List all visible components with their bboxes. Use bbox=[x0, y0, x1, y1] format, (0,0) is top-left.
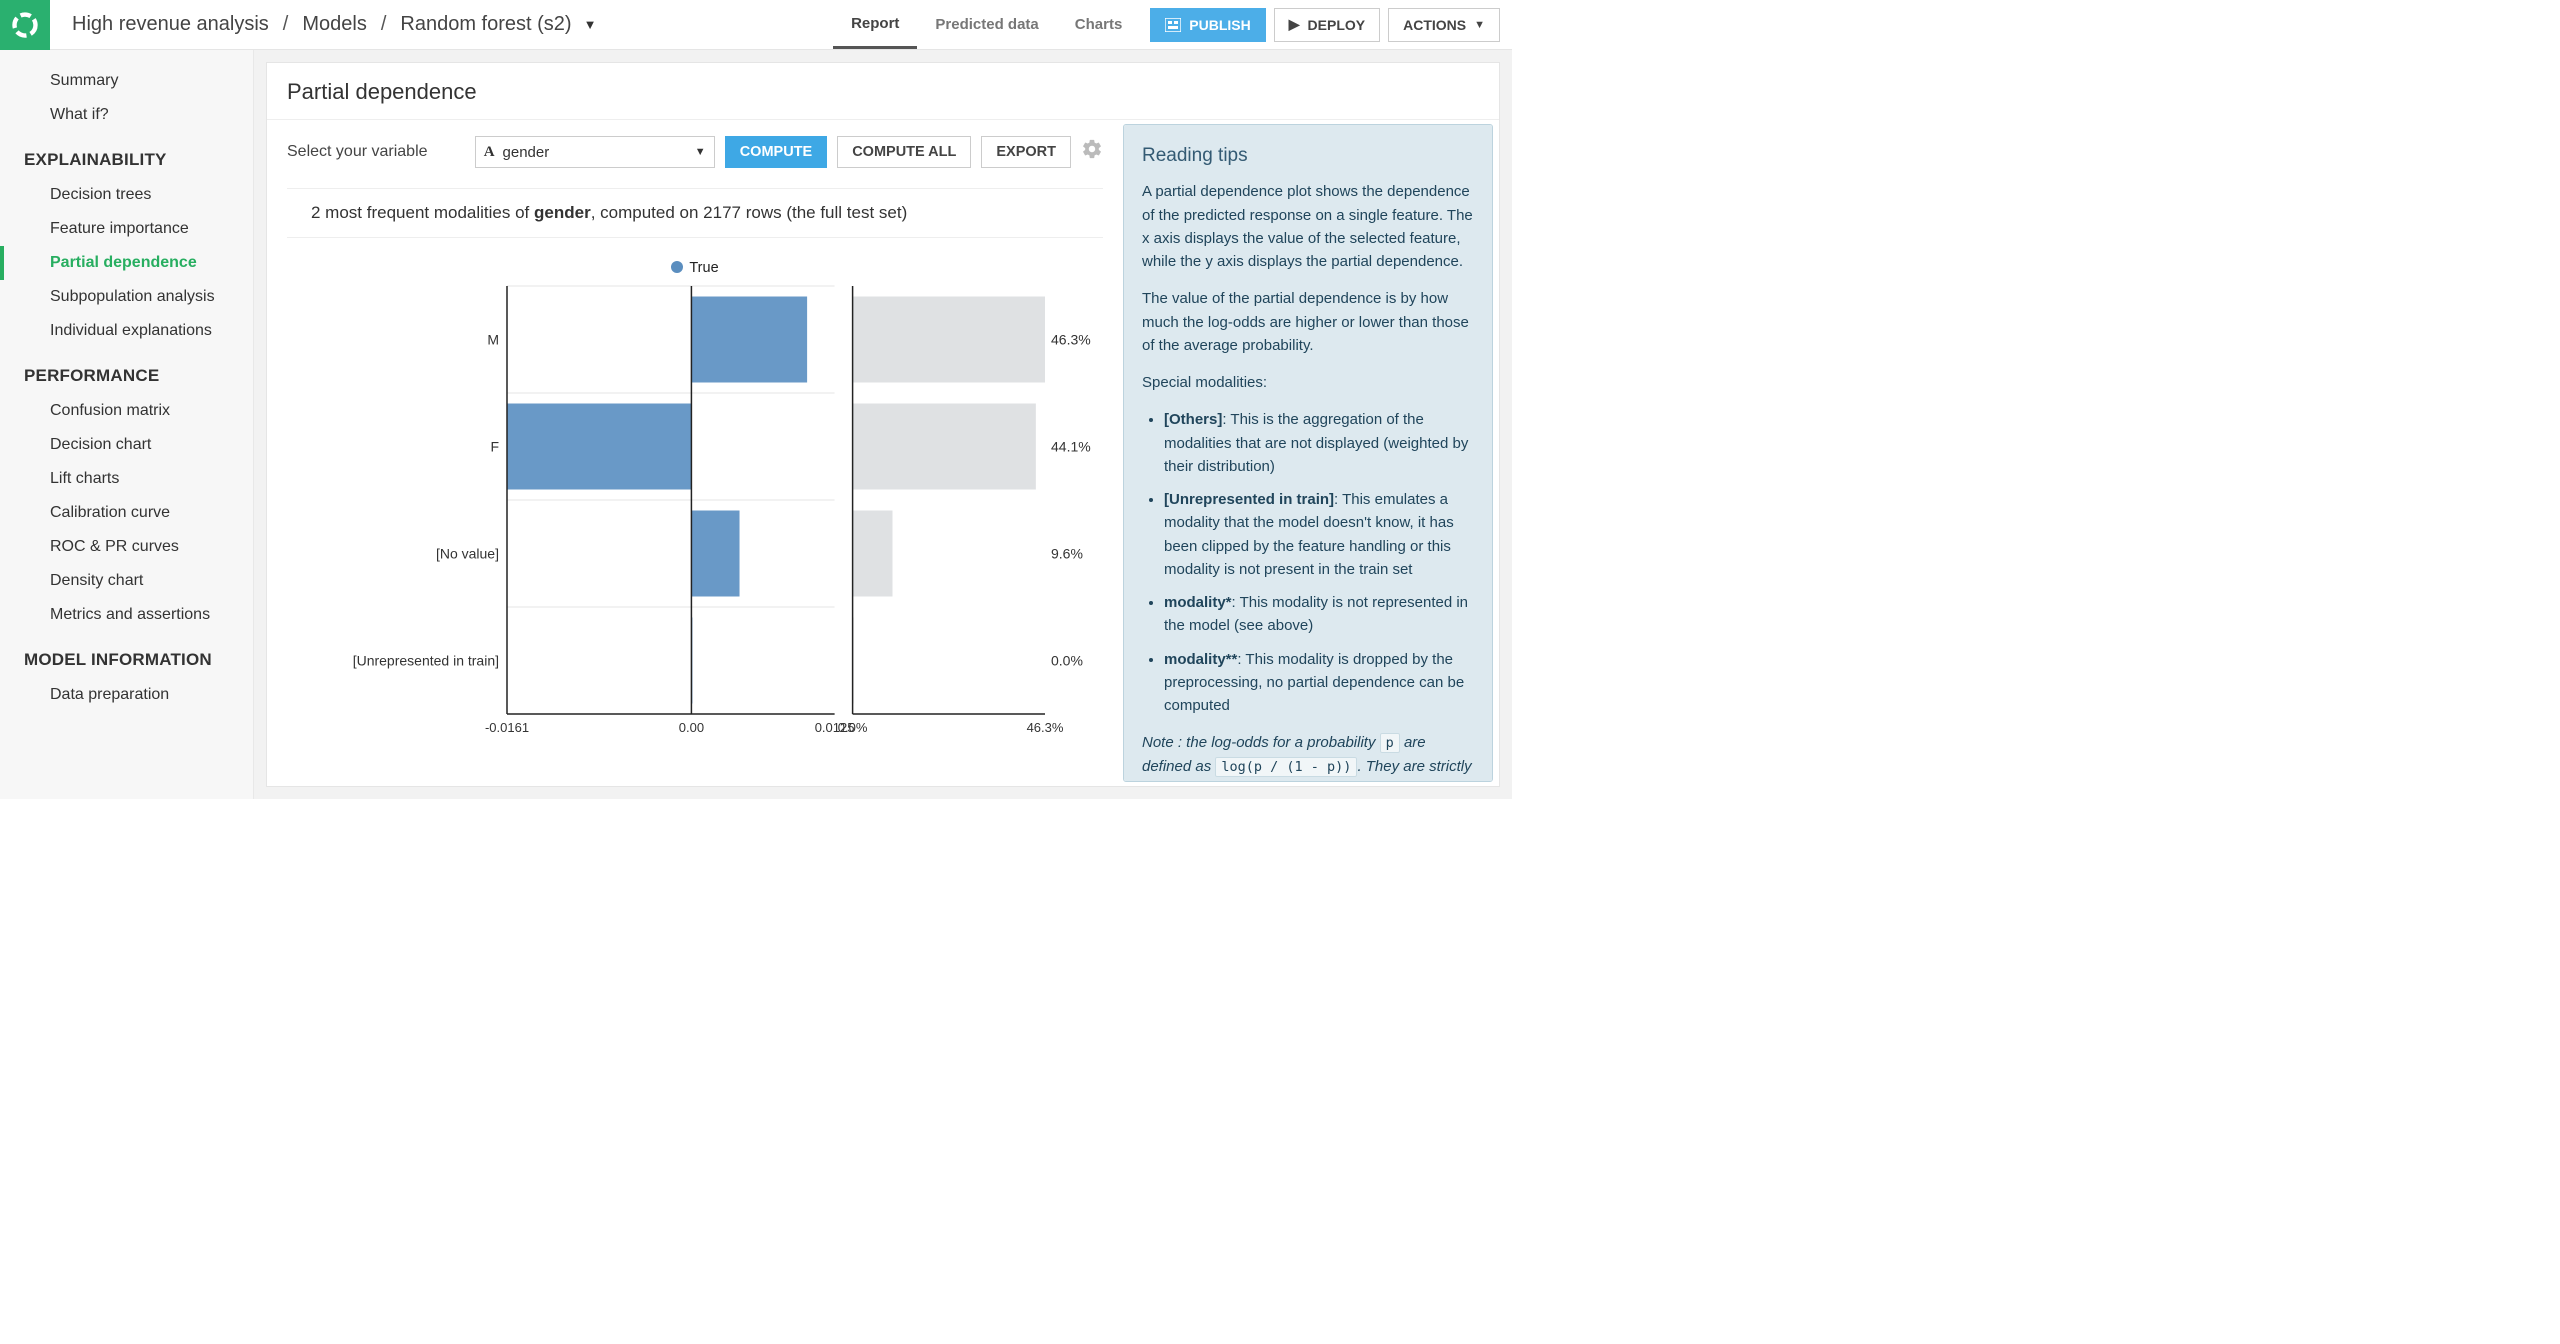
svg-text:0.0%: 0.0% bbox=[838, 720, 868, 735]
chevron-down-icon: ▼ bbox=[1474, 19, 1485, 31]
sidebar-item[interactable]: ROC & PR curves bbox=[0, 530, 253, 564]
tips-paragraph: Special modalities: bbox=[1142, 371, 1474, 394]
deploy-label: DEPLOY bbox=[1308, 17, 1366, 33]
svg-text:-0.0161: -0.0161 bbox=[485, 720, 529, 735]
sidebar-item[interactable]: Lift charts bbox=[0, 462, 253, 496]
svg-text:46.3%: 46.3% bbox=[1027, 720, 1064, 735]
breadcrumb-sep: / bbox=[283, 13, 289, 36]
svg-text:F: F bbox=[490, 439, 499, 455]
tips-note: Note : the log-odds for a probability p … bbox=[1142, 731, 1474, 782]
variable-select-label: Select your variable bbox=[287, 143, 428, 161]
tips-paragraph: A partial dependence plot shows the depe… bbox=[1142, 180, 1474, 273]
actions-label: ACTIONS bbox=[1403, 17, 1466, 33]
tips-bullets: [Others]: This is the aggregation of the… bbox=[1142, 408, 1474, 717]
controls: Select your variable A gender ▼ COMPUTE … bbox=[287, 136, 1103, 168]
sidebar-item[interactable]: Individual explanations bbox=[0, 314, 253, 348]
sidebar-item[interactable]: Subpopulation analysis bbox=[0, 280, 253, 314]
topnav-tab[interactable]: Report bbox=[833, 0, 917, 49]
sidebar-item[interactable]: What if? bbox=[0, 98, 253, 132]
compute-button[interactable]: COMPUTE bbox=[725, 136, 828, 168]
breadcrumb-item[interactable]: High revenue analysis bbox=[72, 13, 269, 36]
svg-text:[Unrepresented in train]: [Unrepresented in train] bbox=[353, 653, 499, 669]
sidebar-item[interactable]: Confusion matrix bbox=[0, 394, 253, 428]
sidebar-item[interactable]: Calibration curve bbox=[0, 496, 253, 530]
sidebar-section-header: EXPLAINABILITY bbox=[0, 132, 253, 178]
sidebar-section-header: MODEL INFORMATION bbox=[0, 632, 253, 678]
legend-label: True bbox=[689, 260, 718, 276]
breadcrumb-dropdown-icon[interactable]: ▼ bbox=[584, 17, 597, 32]
sidebar-item[interactable]: Partial dependence bbox=[0, 246, 253, 280]
sidebar-item[interactable]: Data preparation bbox=[0, 678, 253, 712]
compute-all-button[interactable]: COMPUTE ALL bbox=[837, 136, 971, 168]
svg-text:[No value]: [No value] bbox=[436, 546, 499, 562]
topnav-tab[interactable]: Predicted data bbox=[917, 0, 1056, 49]
tips-bullet: [Unrepresented in train]: This emulates … bbox=[1164, 488, 1474, 581]
actions-button[interactable]: ACTIONS ▼ bbox=[1388, 8, 1500, 42]
play-icon: ▶ bbox=[1289, 16, 1300, 33]
gear-icon[interactable] bbox=[1081, 138, 1103, 166]
chevron-down-icon: ▼ bbox=[695, 146, 706, 158]
svg-text:9.6%: 9.6% bbox=[1051, 546, 1083, 562]
tips-paragraph: The value of the partial dependence is b… bbox=[1142, 287, 1474, 357]
sidebar-item[interactable]: Decision chart bbox=[0, 428, 253, 462]
tips-bullet: [Others]: This is the aggregation of the… bbox=[1164, 408, 1474, 478]
breadcrumb-item[interactable]: Models bbox=[302, 13, 366, 36]
app-logo[interactable] bbox=[0, 0, 50, 50]
chart: True M 46.3% F 44.1% [No value] 9.6% [Unrepres… bbox=[287, 250, 1103, 776]
legend-marker bbox=[671, 261, 683, 273]
text-column-icon: A bbox=[484, 144, 495, 161]
sidebar-item[interactable]: Metrics and assertions bbox=[0, 598, 253, 632]
variable-select-value: gender bbox=[503, 144, 550, 161]
sidebar-item[interactable]: Feature importance bbox=[0, 212, 253, 246]
export-button[interactable]: EXPORT bbox=[981, 136, 1071, 168]
svg-text:0.00: 0.00 bbox=[679, 720, 704, 735]
chart-subtitle: 2 most frequent modalities of gender, co… bbox=[287, 203, 1103, 223]
svg-text:44.1%: 44.1% bbox=[1051, 439, 1091, 455]
svg-text:0.0%: 0.0% bbox=[1051, 653, 1083, 669]
deploy-button[interactable]: ▶ DEPLOY bbox=[1274, 8, 1380, 42]
svg-text:M: M bbox=[487, 332, 499, 348]
breadcrumb: High revenue analysis / Models / Random … bbox=[72, 13, 596, 36]
sidebar-item[interactable]: Decision trees bbox=[0, 178, 253, 212]
tips-title: Reading tips bbox=[1142, 141, 1474, 170]
main: Partial dependence Select your variable … bbox=[254, 50, 1512, 799]
tips-bullet: modality*: This modality is not represen… bbox=[1164, 591, 1474, 638]
sidebar: SummaryWhat if?EXPLAINABILITYDecision tr… bbox=[0, 50, 254, 799]
chart-legend: True bbox=[287, 250, 1103, 282]
publish-button[interactable]: PUBLISH bbox=[1150, 8, 1265, 42]
sidebar-section-header: PERFORMANCE bbox=[0, 348, 253, 394]
top-nav: ReportPredicted dataCharts PUBLISH ▶ DEP… bbox=[833, 0, 1512, 49]
topbar: High revenue analysis / Models / Random … bbox=[0, 0, 1512, 50]
breadcrumb-item[interactable]: Random forest (s2) bbox=[400, 13, 571, 36]
panel: Partial dependence Select your variable … bbox=[266, 62, 1500, 787]
tips-bullet: modality**: This modality is dropped by … bbox=[1164, 648, 1474, 718]
svg-text:46.3%: 46.3% bbox=[1051, 332, 1091, 348]
panel-title: Partial dependence bbox=[267, 63, 1499, 119]
reading-tips-panel: Reading tips A partial dependence plot s… bbox=[1123, 124, 1493, 782]
variable-select[interactable]: A gender ▼ bbox=[475, 136, 715, 168]
publish-label: PUBLISH bbox=[1189, 17, 1250, 33]
sidebar-item[interactable]: Density chart bbox=[0, 564, 253, 598]
sidebar-item[interactable]: Summary bbox=[0, 64, 253, 98]
chart-svg: M 46.3% F 44.1% [No value] 9.6% [Unrepresented… bbox=[287, 282, 1103, 772]
breadcrumb-sep: / bbox=[381, 13, 387, 36]
topnav-tab[interactable]: Charts bbox=[1057, 0, 1141, 49]
